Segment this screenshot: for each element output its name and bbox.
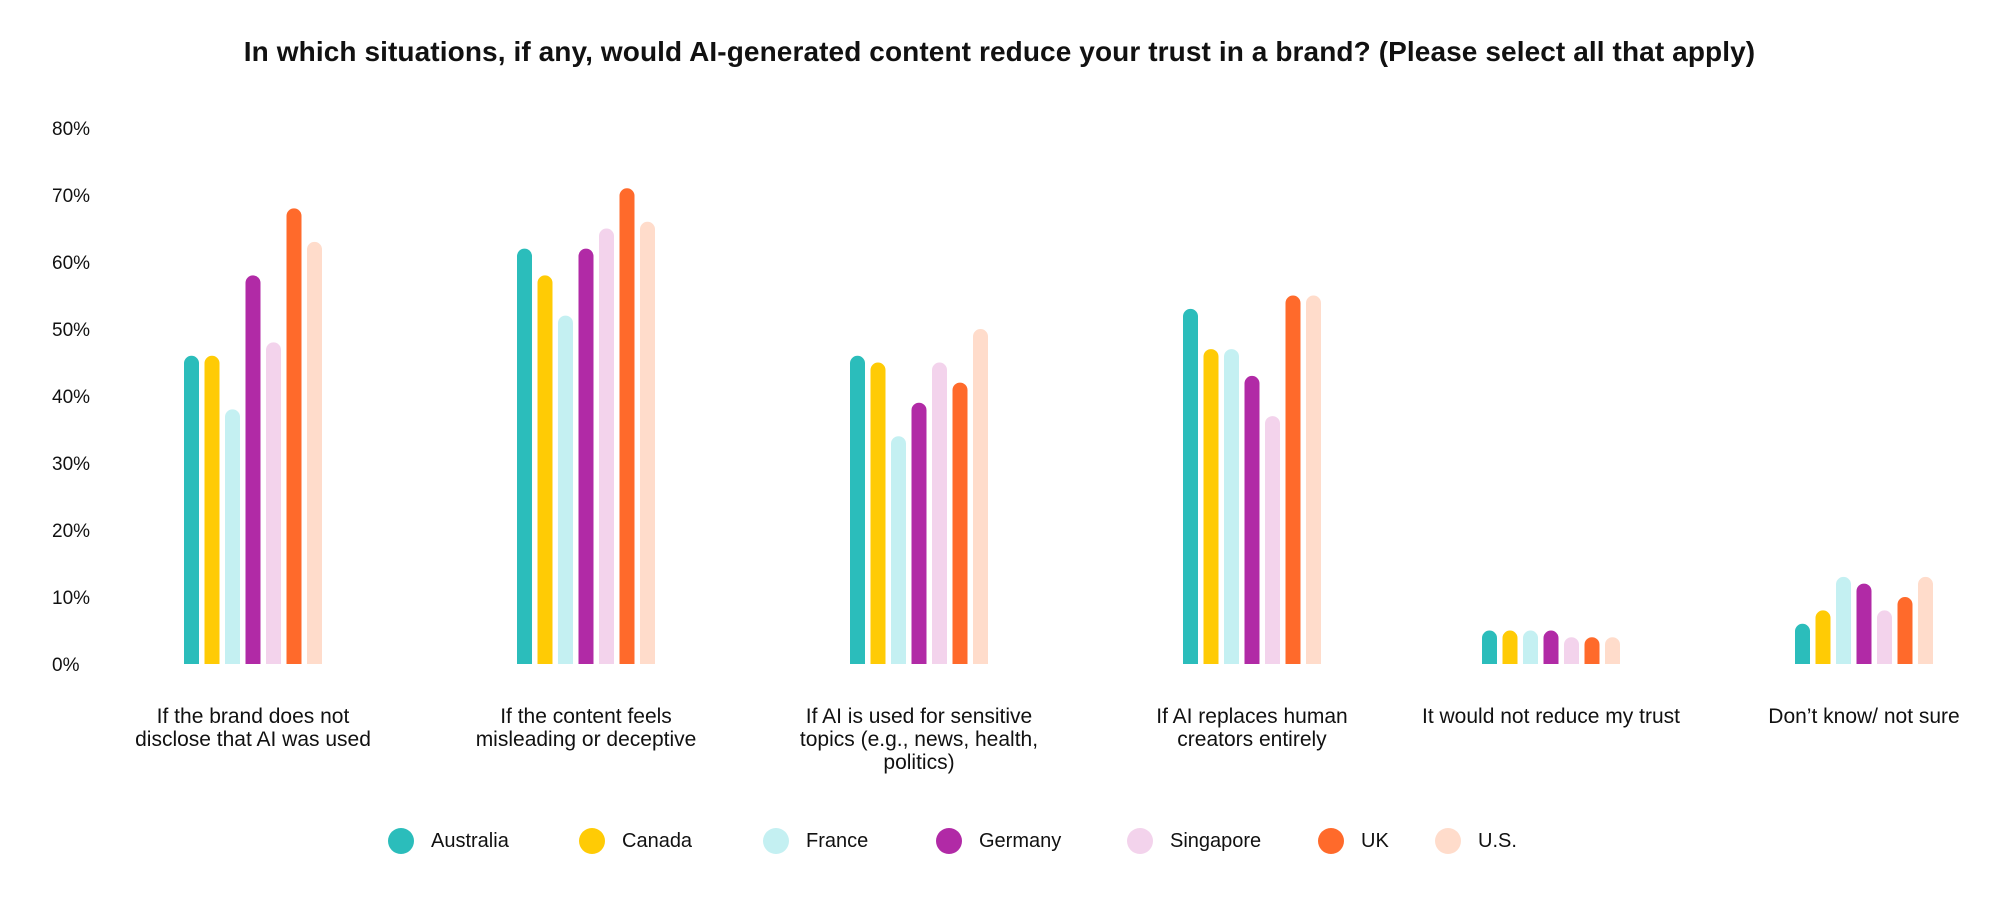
bar-singapore-cat1 [266, 342, 281, 664]
bar-us-cat4 [1306, 295, 1321, 664]
y-tick-label: 30% [52, 454, 90, 475]
bar-france-cat5 [1523, 630, 1538, 664]
legend-swatch [1127, 828, 1153, 854]
bar-uk-cat1 [286, 208, 302, 664]
x-category-label: Don’t know/ not sure [1768, 705, 1960, 728]
chart-title: In which situations, if any, would AI-ge… [243, 36, 1756, 67]
bar-australia-cat5 [1482, 630, 1497, 664]
legend-swatch [1318, 828, 1344, 854]
x-category-label: It would not reduce my trust [1422, 705, 1680, 728]
x-category-label: If AI replaces human creators entirely [1156, 705, 1348, 751]
legend-item: Australia [388, 826, 509, 856]
legend-swatch [579, 828, 605, 854]
legend-label: U.S. [1478, 829, 1517, 852]
legend-label: UK [1361, 829, 1389, 852]
y-tick-label: 60% [52, 253, 90, 274]
bar-germany-cat3 [911, 402, 927, 664]
bar-canada-cat1 [204, 355, 220, 664]
bar-canada-cat3 [870, 362, 886, 664]
legend-item: U.S. [1435, 826, 1517, 856]
bar-australia-cat6 [1795, 623, 1810, 664]
bar-australia-cat1 [184, 355, 199, 664]
bar-france-cat6 [1836, 576, 1851, 664]
legend-item: Germany [936, 826, 1061, 856]
bar-canada-cat2 [537, 275, 553, 664]
legend-swatch [936, 828, 962, 854]
y-tick-label: 20% [52, 521, 90, 542]
bar-singapore-cat2 [599, 228, 614, 665]
bar-us-cat5 [1605, 637, 1620, 664]
y-tick-label: 10% [52, 588, 90, 609]
bar-australia-cat3 [850, 355, 865, 664]
bar-canada-cat4 [1203, 349, 1219, 664]
legend-item: France [763, 826, 868, 856]
bar-france-cat4 [1224, 349, 1239, 664]
legend-swatch [1435, 828, 1461, 854]
bar-germany-cat5 [1543, 630, 1559, 664]
x-category-label: If the content feels misleading or decep… [475, 705, 697, 751]
bar-germany-cat2 [578, 248, 594, 664]
bar-germany-cat1 [245, 275, 261, 664]
bar-singapore-cat5 [1564, 637, 1579, 664]
bar-france-cat1 [225, 409, 240, 664]
bar-canada-cat5 [1502, 630, 1518, 664]
legend-item: Singapore [1127, 826, 1261, 856]
legend-swatch [388, 828, 414, 854]
bar-singapore-cat4 [1265, 416, 1280, 664]
bar-france-cat3 [891, 436, 906, 664]
x-category-label: If the brand does not disclose that AI w… [135, 705, 371, 751]
y-tick-label: 80% [52, 119, 90, 140]
bar-singapore-cat6 [1877, 610, 1892, 664]
legend-label: Canada [622, 829, 693, 852]
bar-singapore-cat3 [932, 362, 947, 664]
legend-label: Singapore [1170, 829, 1262, 852]
bar-germany-cat4 [1244, 375, 1260, 664]
legend-label: France [806, 829, 869, 852]
x-category-label: If AI is used for sensitive topics (e.g.… [799, 705, 1039, 774]
bar-germany-cat6 [1856, 583, 1872, 664]
bar-uk-cat3 [952, 382, 968, 664]
bar-us-cat2 [640, 221, 655, 664]
y-tick-label: 50% [52, 320, 90, 341]
legend-label: Australia [431, 829, 509, 852]
bar-canada-cat6 [1815, 610, 1831, 664]
chart-legend: Australia Canada France Germany Singapore UK U… [0, 826, 1999, 856]
y-tick-label: 40% [52, 387, 90, 408]
bar-us-cat3 [973, 329, 988, 664]
bar-australia-cat2 [517, 248, 532, 664]
legend-item: Canada [579, 826, 692, 856]
legend-swatch [763, 828, 789, 854]
bar-uk-cat4 [1285, 295, 1301, 664]
bar-us-cat1 [307, 241, 322, 664]
bar-uk-cat6 [1897, 597, 1913, 664]
legend-item: UK [1318, 826, 1389, 856]
legend-label: Germany [979, 829, 1062, 852]
y-tick-label: 70% [52, 186, 90, 207]
bar-australia-cat4 [1183, 308, 1198, 664]
bar-france-cat2 [558, 315, 573, 664]
bar-us-cat6 [1918, 576, 1933, 664]
bar-uk-cat5 [1584, 637, 1600, 664]
bar-uk-cat2 [619, 188, 635, 664]
y-tick-label: 0% [52, 655, 80, 676]
